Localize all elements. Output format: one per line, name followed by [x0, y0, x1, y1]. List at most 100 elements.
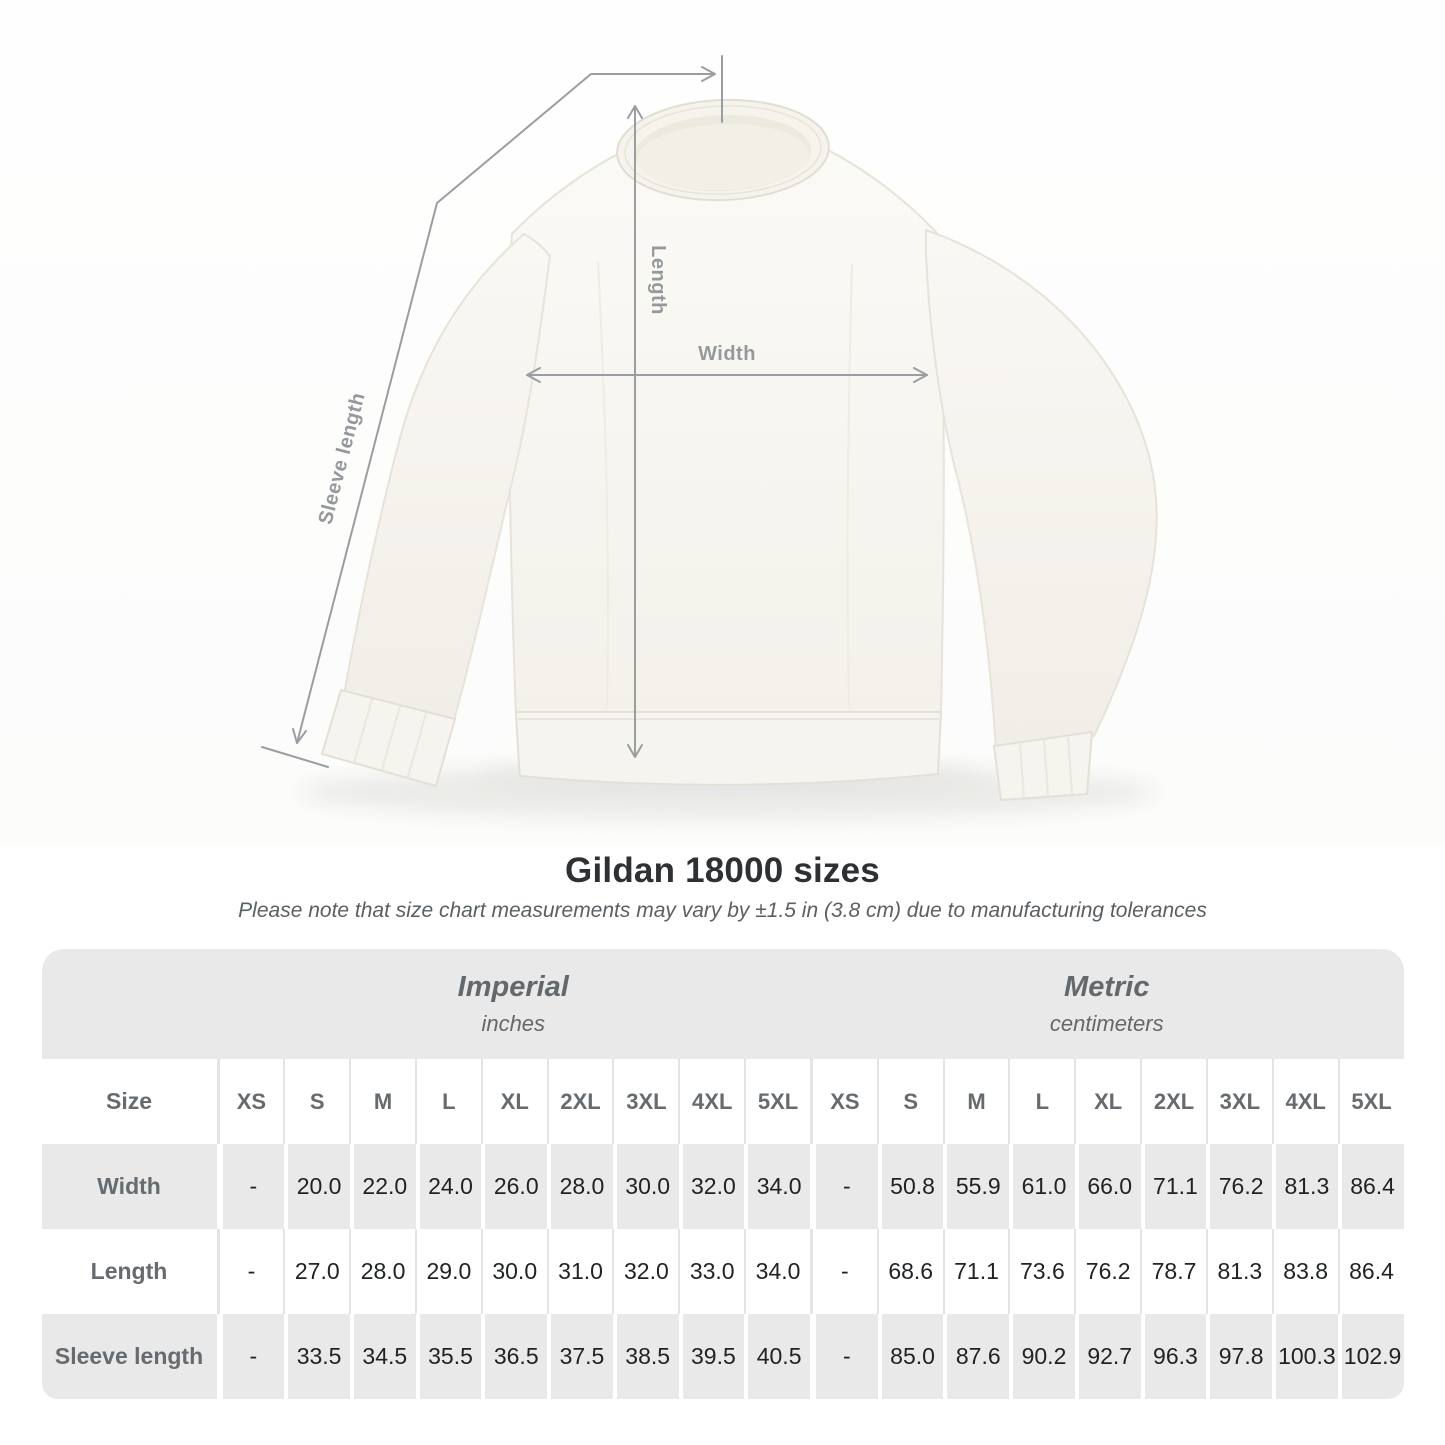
length-dimension-label: Length: [647, 245, 669, 315]
value-cell: -: [809, 1229, 877, 1314]
value-cell: 34.5: [349, 1314, 416, 1399]
value-cell: 81.3: [1272, 1144, 1338, 1229]
value-cell: 87.6: [943, 1314, 1009, 1399]
width-arrowhead-left: [526, 367, 541, 383]
value-cell: -: [809, 1314, 878, 1399]
row-label: Length: [90, 1258, 168, 1284]
value-cell: -: [216, 1229, 284, 1314]
value-cell: 34.0: [744, 1144, 810, 1229]
tolerance-note: Please note that size chart measurements…: [238, 899, 1207, 922]
value-cell: 86.4: [1337, 1144, 1404, 1229]
value-cell: 71.1: [1140, 1144, 1207, 1229]
value-cell: 50.8: [877, 1144, 944, 1229]
size-col-header: S: [876, 1059, 943, 1144]
dimension-lines: [261, 55, 928, 768]
value-cell: 39.5: [678, 1314, 745, 1399]
value-cell: 92.7: [1074, 1314, 1141, 1399]
size-table: Imperial inches Metric centimeters Size …: [41, 949, 1404, 1399]
imperial-label: Imperial: [457, 971, 569, 1003]
imperial-unit: inches: [481, 1011, 546, 1036]
sweatshirt-body: [508, 136, 945, 717]
collar: [616, 98, 830, 202]
value-cell: 28.0: [547, 1144, 613, 1229]
value-cell: 78.7: [1140, 1229, 1206, 1314]
width-arrowhead-right: [913, 367, 928, 383]
value-cell: 34.0: [744, 1229, 810, 1314]
value-cell: 28.0: [349, 1229, 415, 1314]
value-cell: 66.0: [1074, 1144, 1141, 1229]
value-cell: 40.5: [744, 1314, 810, 1399]
value-cell: 36.5: [481, 1314, 547, 1399]
value-cell: 97.8: [1206, 1314, 1272, 1399]
sweatshirt-right-sleeve: [925, 228, 1158, 752]
value-cell: 71.1: [942, 1229, 1009, 1314]
size-col-header: XS: [809, 1059, 877, 1144]
size-corner-label: Size: [105, 1088, 153, 1114]
value-cell: 37.5: [547, 1314, 613, 1399]
left-cuff-ribs: [353, 698, 427, 778]
value-cell: 76.2: [1074, 1229, 1140, 1314]
table-row: Length -27.0 28.0 29.0 30.0 31.0 32.0 33.0 34.0-…: [41, 1229, 1404, 1314]
length-arrowhead-bottom: [627, 744, 643, 758]
value-cell: 29.0: [414, 1229, 481, 1314]
row-label: Sleeve length: [54, 1343, 204, 1369]
size-col-header: M: [349, 1059, 415, 1144]
value-cell: 61.0: [1009, 1144, 1075, 1229]
size-col-header: L: [414, 1059, 481, 1144]
right-cuff: [992, 730, 1094, 802]
imperial-group-header: Imperial inches: [217, 949, 811, 1059]
size-col-header: 3XL: [1205, 1059, 1272, 1144]
metric-label: Metric: [1064, 971, 1150, 1003]
waistband: [514, 711, 943, 786]
value-cell: 33.0: [678, 1229, 744, 1314]
length-arrowhead-top: [627, 105, 643, 119]
size-col-header: 3XL: [612, 1059, 678, 1144]
width-dimension-label: Width: [698, 343, 756, 365]
size-col-header: L: [1008, 1059, 1074, 1144]
value-cell: 68.6: [876, 1229, 943, 1314]
value-cell: 86.4: [1337, 1229, 1404, 1314]
sleeve-end-tick: [261, 746, 329, 768]
size-col-header: 4XL: [678, 1059, 744, 1144]
value-cell: 38.5: [612, 1314, 679, 1399]
value-cell: 33.5: [284, 1314, 350, 1399]
size-col-header: 4XL: [1271, 1059, 1338, 1144]
sweatshirt-illustration: Width Length Sleeve length: [261, 55, 1158, 820]
value-cell: 85.0: [877, 1314, 944, 1399]
body-fold-left: [597, 261, 609, 707]
size-col-header: XS: [216, 1059, 284, 1144]
size-col-header: 2XL: [1140, 1059, 1206, 1144]
value-cell: 102.9: [1337, 1314, 1404, 1399]
value-cell: 30.0: [480, 1229, 547, 1314]
value-cell: 32.0: [612, 1229, 678, 1314]
sleeve-length-arrow: [296, 73, 715, 744]
right-cuff-ribs: [1019, 736, 1073, 799]
value-cell: 31.0: [546, 1229, 613, 1314]
value-cell: 20.0: [284, 1144, 350, 1229]
value-cell: 96.3: [1140, 1314, 1207, 1399]
value-cell: 55.9: [943, 1144, 1009, 1229]
value-cell: -: [216, 1314, 285, 1399]
size-col-header: 5XL: [1337, 1059, 1404, 1144]
value-cell: 22.0: [349, 1144, 416, 1229]
size-col-header: XL: [480, 1059, 547, 1144]
value-cell: 26.0: [481, 1144, 547, 1229]
value-cell: 83.8: [1271, 1229, 1338, 1314]
sleeve-arrowhead-cuff: [292, 728, 307, 744]
table-row: Sleeve length -33.5 34.5 35.5 36.5 37.5 38.5 39…: [41, 1314, 1404, 1399]
value-cell: 90.2: [1009, 1314, 1075, 1399]
size-col-header: M: [942, 1059, 1009, 1144]
value-cell: 100.3: [1272, 1314, 1338, 1399]
row-label: Width: [97, 1173, 161, 1199]
size-col-header: 5XL: [744, 1059, 810, 1144]
value-cell: 81.3: [1205, 1229, 1272, 1314]
value-cell: -: [809, 1144, 878, 1229]
value-cell: 24.0: [415, 1144, 482, 1229]
table-row: Width -20.0 22.0 24.0 26.0 28.0 30.0 32.0 34.0-5…: [41, 1144, 1404, 1229]
body-fold-right: [846, 263, 853, 707]
right-sleeve-crease: [955, 471, 997, 751]
value-cell: 32.0: [678, 1144, 745, 1229]
size-col-header: S: [283, 1059, 349, 1144]
page-title: Gildan 18000 sizes: [565, 851, 880, 890]
unit-band: Imperial inches Metric centimeters: [41, 949, 1404, 1059]
